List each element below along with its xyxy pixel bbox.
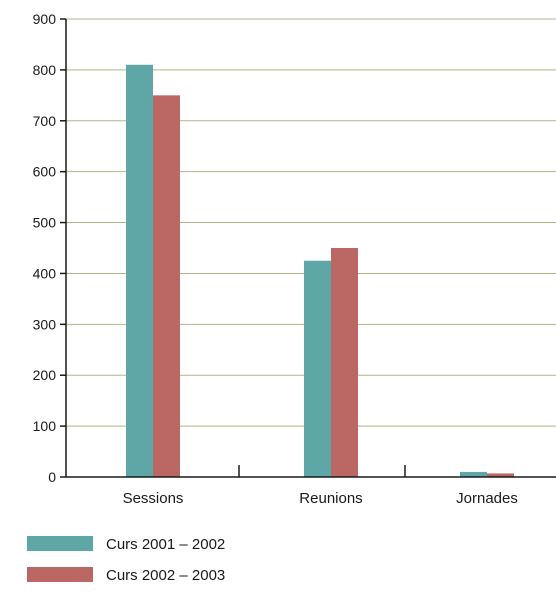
y-tick-label: 200 <box>33 367 57 383</box>
bar-2-jornades <box>487 473 514 477</box>
legend-label: Curs 2001 – 2002 <box>106 536 225 553</box>
y-tick-labels: 0 100 200 300 400 500 600 700 800 900 <box>33 11 57 485</box>
x-category-labels: Sessions Reunions Jornades <box>123 490 518 507</box>
bars <box>126 64 514 478</box>
bar-2-reunions <box>331 248 358 477</box>
y-tick-label: 0 <box>48 469 56 485</box>
axes <box>60 18 556 478</box>
bar-1-sessions <box>126 64 153 478</box>
x-category-label: Sessions <box>123 490 184 507</box>
bar-1-jornades <box>460 471 487 477</box>
y-tick-label: 100 <box>33 418 57 434</box>
y-tick-label: 600 <box>33 164 57 180</box>
bar-2-sessions <box>153 95 180 477</box>
y-tick-label: 800 <box>33 62 57 78</box>
y-tick-label: 900 <box>33 11 57 27</box>
legend: Curs 2001 – 2002 Curs 2002 – 2003 <box>27 536 225 584</box>
y-tick-label: 700 <box>33 113 57 129</box>
y-tick-label: 300 <box>33 316 57 332</box>
legend-label: Curs 2002 – 2003 <box>106 567 225 584</box>
y-tick-label: 400 <box>33 265 57 281</box>
x-category-label: Jornades <box>456 490 518 507</box>
legend-swatch <box>27 536 93 551</box>
x-category-label: Reunions <box>299 490 362 507</box>
y-tick-label: 500 <box>33 215 57 231</box>
legend-swatch <box>27 567 93 582</box>
bar-1-reunions <box>304 260 331 477</box>
